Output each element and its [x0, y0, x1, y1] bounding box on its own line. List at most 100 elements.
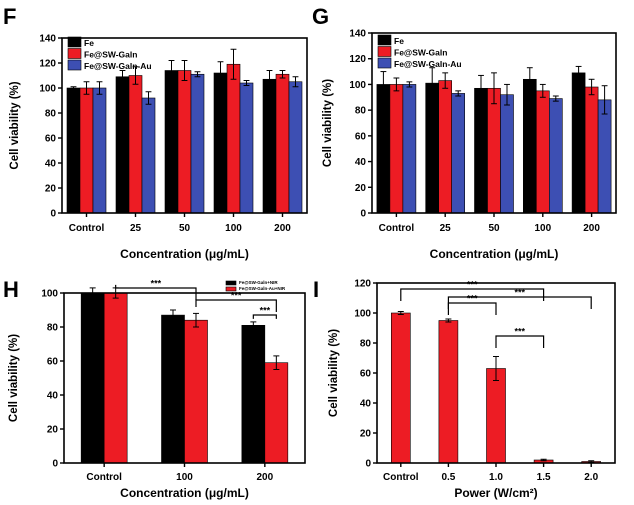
x-tick-label-h-1: 100: [176, 472, 193, 483]
bar-h-s0-1: [161, 314, 185, 464]
x-axis-label-i: Power (W/cm²): [454, 486, 537, 500]
y-tick-label-f-20: 20: [45, 184, 57, 195]
y-tick-label-f-100: 100: [39, 84, 56, 95]
significance-label-h-0: ***: [151, 279, 162, 289]
y-tick-label-f-0: 0: [50, 209, 56, 220]
bar-g-s0-3: [522, 78, 537, 214]
bar-g-s2-3: [548, 98, 563, 214]
error-bar-i-s0-1: [445, 318, 452, 323]
legend-label-f-0: Fe: [84, 38, 94, 48]
y-tick-label-i-20: 20: [360, 429, 372, 440]
error-bar-g-s2-2: [504, 83, 510, 106]
significance-bracket-h-2: [252, 314, 277, 319]
error-bar-g-s0-0: [380, 71, 387, 98]
y-tick-label-g-40: 40: [355, 157, 367, 168]
bar-g-s1-1: [438, 80, 453, 214]
error-bar-f-s0-3: [217, 61, 224, 85]
y-tick-label-f-60: 60: [45, 134, 57, 145]
bar-g-s0-0: [376, 84, 391, 214]
bar-f-s2-0: [92, 87, 107, 214]
bar-g-s2-4: [597, 99, 612, 214]
y-tick-label-g-100: 100: [349, 80, 366, 91]
significance-label-i-1: ***: [515, 288, 526, 298]
bar-g-s0-2: [474, 87, 488, 214]
bar-f-s0-3: [213, 72, 228, 214]
panel-h: H 0 20 40 60 80 100 Control 100 200 Cell viability…: [3, 277, 306, 500]
bar-i-s0-0: [390, 312, 411, 464]
bar-f-s0-0: [66, 87, 81, 214]
legend-swatch-h-1: [225, 286, 237, 292]
legend-label-f-1: Fe@SW-Galn: [84, 50, 137, 60]
y-axis-label-f: Cell viability (%): [9, 81, 21, 169]
error-bar-g-s1-3: [539, 83, 546, 98]
error-bar-g-s0-2: [478, 74, 484, 102]
bar-f-s1-0: [79, 87, 94, 214]
y-tick-label-i-100: 100: [354, 309, 371, 320]
legend-label-h-1: Fe@SW-Galn-Au+NIR: [239, 286, 286, 291]
y-tick-label-f-120: 120: [39, 59, 56, 70]
legend-swatch-g-2: [377, 57, 392, 69]
error-bar-g-s2-4: [601, 85, 608, 115]
bar-f-s1-3: [226, 63, 241, 214]
x-tick-label-i-2: 1.0: [489, 472, 503, 483]
error-bar-f-s1-1: [132, 66, 139, 85]
x-tick-label-g-1: 25: [440, 223, 452, 234]
error-bar-f-s0-0: [70, 86, 77, 90]
significance-bracket-h-1: [195, 299, 277, 312]
bar-g-s1-0: [389, 84, 404, 214]
x-axis-label-f: Concentration (μg/mL): [120, 247, 249, 261]
y-tick-label-h-100: 100: [41, 289, 58, 300]
panel-letter-i: I: [313, 277, 319, 302]
x-tick-label-g-4: 200: [583, 223, 600, 234]
error-bar-i-s0-3: [540, 458, 547, 462]
significance-label-i-0: ***: [467, 280, 478, 290]
bar-g-s0-1: [425, 82, 440, 214]
bar-g-s1-2: [487, 87, 501, 214]
error-bar-g-s0-3: [526, 67, 533, 92]
y-tick-label-f-140: 140: [39, 34, 56, 45]
error-bar-f-s0-1: [119, 70, 126, 84]
x-tick-label-h-0: Control: [86, 472, 122, 483]
x-tick-label-g-3: 100: [534, 223, 551, 234]
x-tick-label-f-1: 25: [130, 223, 142, 234]
legend-label-g-2: Fe@SW-Galn-Au: [394, 59, 462, 69]
significance-i: [400, 288, 592, 348]
y-tick-label-i-40: 40: [360, 399, 372, 410]
y-tick-label-i-0: 0: [365, 459, 371, 470]
y-tick-label-h-0: 0: [52, 459, 58, 470]
bar-f-s1-2: [177, 70, 192, 214]
bar-f-s1-4: [275, 73, 290, 214]
y-tick-label-f-80: 80: [45, 109, 57, 120]
panel-letter-h: H: [3, 277, 19, 302]
bar-h-s1-0: [103, 292, 128, 464]
error-bar-g-s2-3: [552, 95, 559, 102]
y-tick-label-i-120: 120: [354, 279, 371, 290]
bar-g-s2-2: [500, 94, 514, 214]
x-tick-label-f-2: 50: [179, 223, 191, 234]
bar-g-s1-4: [584, 86, 599, 214]
x-tick-label-i-3: 1.5: [537, 472, 551, 483]
x-axis-label-h: Concentration (μg/mL): [120, 486, 249, 500]
panel-i: I 0 20 40 60 80 100 120 Control 0.5 1.0 1.5 2.0 Cell …: [313, 277, 616, 500]
significance-label-h-1: ***: [231, 291, 242, 301]
significance-label-i-2: ***: [467, 294, 478, 304]
legend-swatch-h-0: [225, 280, 237, 286]
error-bar-h-s0-1: [170, 309, 176, 321]
bar-f-s2-1: [141, 97, 156, 214]
significance-label-i-3: ***: [515, 327, 526, 337]
bar-h-s0-0: [80, 292, 105, 464]
significance-bracket-h-0: [115, 284, 197, 300]
error-bar-f-s1-2: [181, 60, 188, 81]
bar-i-s0-1: [438, 320, 459, 464]
bar-g-s2-0: [402, 84, 417, 214]
legend-label-g-1: Fe@SW-Galn: [394, 48, 447, 58]
y-tick-label-g-0: 0: [360, 209, 366, 220]
y-tick-label-g-120: 120: [349, 54, 366, 65]
bar-i-s0-2: [486, 368, 506, 464]
y-tick-label-f-40: 40: [45, 159, 57, 170]
error-bar-f-s2-0: [96, 81, 103, 95]
y-tick-label-g-140: 140: [349, 29, 366, 40]
x-tick-label-g-2: 50: [488, 223, 500, 234]
